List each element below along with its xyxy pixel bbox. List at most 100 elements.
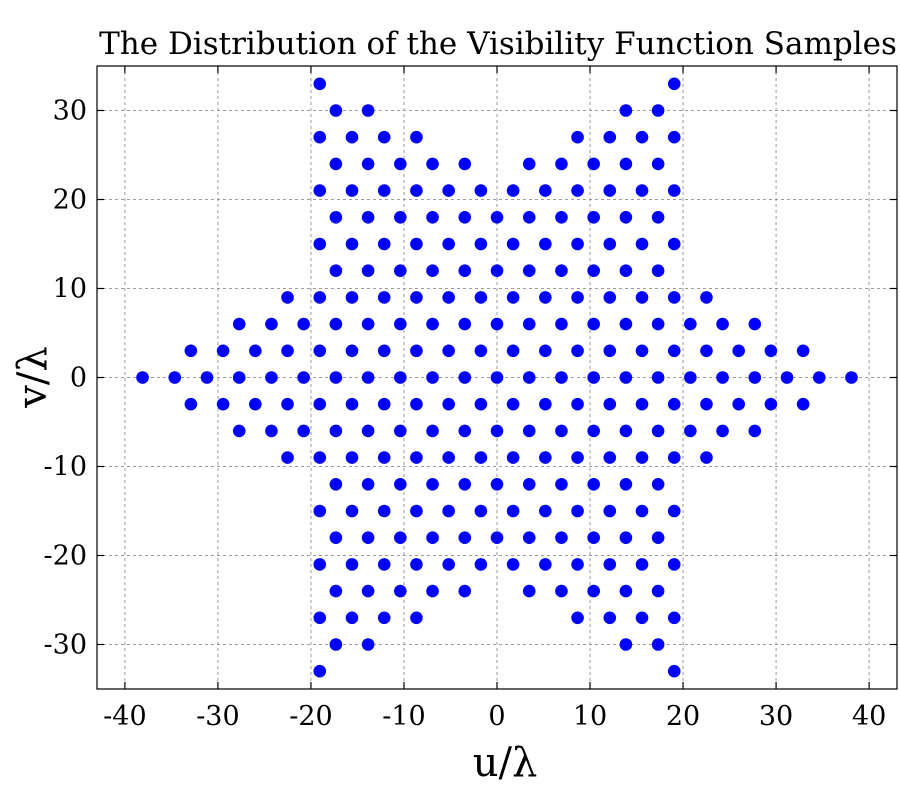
data-point xyxy=(522,157,536,171)
data-point xyxy=(651,531,665,544)
y-tick-label: -10 xyxy=(44,452,87,483)
data-point xyxy=(635,611,649,625)
data-point xyxy=(313,77,327,91)
data-point xyxy=(426,211,439,224)
sample-points xyxy=(136,77,858,678)
data-point xyxy=(474,291,488,304)
data-point xyxy=(732,344,745,358)
data-point xyxy=(426,264,439,278)
data-point xyxy=(651,317,665,331)
data-point xyxy=(329,584,343,598)
data-point xyxy=(442,237,455,251)
data-point xyxy=(265,371,278,384)
data-point xyxy=(490,264,504,278)
data-point xyxy=(329,104,343,117)
data-point xyxy=(522,211,536,224)
data-point xyxy=(571,451,584,464)
y-tick-label: -30 xyxy=(44,630,87,661)
y-axis-label: v/λ xyxy=(10,346,56,408)
data-point xyxy=(522,531,536,544)
data-point xyxy=(426,371,439,384)
data-point xyxy=(587,157,600,171)
data-point xyxy=(313,504,327,518)
data-point xyxy=(619,584,633,598)
data-point xyxy=(619,531,633,544)
data-point xyxy=(684,424,697,438)
data-point xyxy=(619,104,633,117)
data-point xyxy=(329,157,343,171)
data-point xyxy=(555,531,568,544)
x-tick-label: 40 xyxy=(852,701,886,732)
data-point xyxy=(603,130,617,144)
data-point xyxy=(603,558,617,571)
data-point xyxy=(587,584,600,598)
data-point xyxy=(603,237,617,251)
data-point xyxy=(442,184,455,197)
data-point xyxy=(780,371,794,384)
data-point xyxy=(297,317,310,331)
data-point xyxy=(667,664,681,678)
data-point xyxy=(571,558,584,571)
data-point xyxy=(394,584,407,598)
data-point xyxy=(377,451,391,464)
data-point xyxy=(555,371,568,384)
data-point xyxy=(603,451,617,464)
data-point xyxy=(716,317,729,331)
data-point xyxy=(345,291,359,304)
data-point xyxy=(539,291,552,304)
data-point xyxy=(812,371,826,384)
data-point xyxy=(490,424,504,438)
data-point xyxy=(410,291,423,304)
data-point xyxy=(361,104,375,117)
data-point xyxy=(587,211,600,224)
data-point xyxy=(394,531,407,544)
data-point xyxy=(474,184,488,197)
data-point xyxy=(587,424,600,438)
data-point xyxy=(651,424,665,438)
data-point xyxy=(571,291,584,304)
data-point xyxy=(329,531,343,544)
data-point xyxy=(700,451,713,464)
data-point xyxy=(410,558,423,571)
y-tick-label: 30 xyxy=(53,96,87,127)
data-point xyxy=(458,424,472,438)
data-point xyxy=(345,397,359,411)
data-point xyxy=(394,211,407,224)
data-point xyxy=(361,211,375,224)
data-point xyxy=(410,611,423,625)
data-point xyxy=(651,638,665,651)
data-point xyxy=(587,477,600,491)
data-point xyxy=(329,424,343,438)
data-point xyxy=(506,344,520,358)
data-point xyxy=(506,237,520,251)
data-point xyxy=(410,344,423,358)
data-point xyxy=(619,317,633,331)
data-point xyxy=(555,157,568,171)
data-point xyxy=(587,264,600,278)
data-point xyxy=(426,317,439,331)
data-point xyxy=(426,584,439,598)
data-point xyxy=(249,344,262,358)
data-point xyxy=(506,558,520,571)
data-point xyxy=(619,424,633,438)
data-point xyxy=(539,237,552,251)
data-point xyxy=(394,317,407,331)
data-point xyxy=(635,184,649,197)
data-point xyxy=(458,531,472,544)
data-point xyxy=(684,317,697,331)
data-point xyxy=(313,344,327,358)
data-point xyxy=(442,451,455,464)
data-point xyxy=(345,504,359,518)
data-point xyxy=(377,504,391,518)
data-point xyxy=(571,611,584,625)
chart-title: The Distribution of the Visibility Funct… xyxy=(99,26,897,62)
data-point xyxy=(313,558,327,571)
data-point xyxy=(361,371,375,384)
data-point xyxy=(619,211,633,224)
data-point xyxy=(651,211,665,224)
data-point xyxy=(458,317,472,331)
data-point xyxy=(667,397,681,411)
data-point xyxy=(361,317,375,331)
data-point xyxy=(297,424,310,438)
